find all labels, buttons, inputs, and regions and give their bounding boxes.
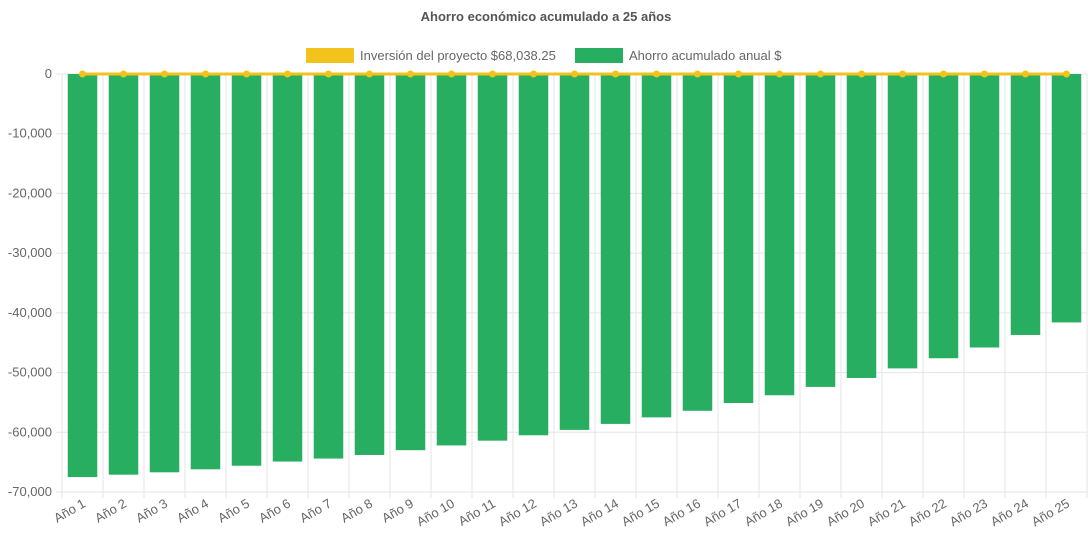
- line-point[interactable]: [899, 70, 906, 78]
- x-tick-label: Año 1: [51, 496, 88, 526]
- line-point[interactable]: [284, 70, 291, 78]
- bar[interactable]: [805, 74, 836, 387]
- bar[interactable]: [313, 74, 344, 459]
- line-point[interactable]: [940, 70, 947, 78]
- y-tick-label: -70,000: [8, 484, 52, 499]
- x-tick-label: Año 4: [174, 496, 211, 526]
- bar[interactable]: [559, 74, 590, 430]
- bar[interactable]: [928, 74, 959, 359]
- x-tick-label: Año 6: [256, 496, 293, 526]
- line-point[interactable]: [530, 70, 537, 78]
- line-point[interactable]: [120, 70, 127, 78]
- bar[interactable]: [395, 74, 426, 451]
- bar[interactable]: [723, 74, 754, 404]
- line-point[interactable]: [694, 70, 701, 78]
- bar[interactable]: [108, 74, 139, 475]
- line-point[interactable]: [325, 70, 332, 78]
- line-point[interactable]: [202, 70, 209, 78]
- bar[interactable]: [764, 74, 795, 396]
- line-point[interactable]: [366, 70, 373, 78]
- bar[interactable]: [436, 74, 467, 446]
- bar[interactable]: [354, 74, 385, 455]
- x-tick-label: Año 25: [1029, 496, 1072, 530]
- legend-label[interactable]: Ahorro acumulado anual $: [629, 48, 782, 63]
- x-tick-label: Año 24: [988, 496, 1031, 530]
- bar[interactable]: [1010, 74, 1041, 335]
- x-tick-label: Año 14: [578, 496, 621, 530]
- bar[interactable]: [149, 74, 180, 473]
- x-tick-label: Año 8: [338, 496, 375, 526]
- x-tick-label: Año 12: [496, 496, 539, 530]
- bar[interactable]: [67, 74, 98, 478]
- bar[interactable]: [477, 74, 508, 441]
- bar[interactable]: [272, 74, 303, 462]
- line-point[interactable]: [448, 70, 455, 78]
- line-point[interactable]: [776, 70, 783, 78]
- x-tick-label: Año 3: [133, 496, 170, 526]
- bar[interactable]: [887, 74, 918, 369]
- legend-swatch[interactable]: [575, 48, 623, 63]
- line-point[interactable]: [981, 70, 988, 78]
- x-tick-label: Año 22: [906, 496, 949, 530]
- legend-label[interactable]: Inversión del proyecto $68,038.25: [360, 48, 556, 63]
- line-point[interactable]: [1022, 70, 1029, 78]
- bar[interactable]: [969, 74, 1000, 348]
- line-point[interactable]: [407, 70, 414, 78]
- y-tick-label: -50,000: [8, 365, 52, 380]
- y-tick-label: -20,000: [8, 185, 52, 200]
- line-point[interactable]: [653, 70, 660, 78]
- x-tick-label: Año 7: [297, 496, 334, 526]
- line-point[interactable]: [489, 70, 496, 78]
- y-tick-label: -10,000: [8, 126, 52, 141]
- x-tick-label: Año 9: [379, 496, 416, 526]
- legend-swatch[interactable]: [306, 48, 354, 63]
- x-tick-label: Año 16: [660, 496, 703, 530]
- x-tick-label: Año 10: [414, 496, 457, 530]
- bar[interactable]: [682, 74, 713, 411]
- x-tick-label: Año 17: [701, 496, 744, 530]
- x-tick-label: Año 2: [92, 496, 129, 526]
- bar[interactable]: [846, 74, 877, 378]
- x-tick-label: Año 15: [619, 496, 662, 530]
- bar[interactable]: [518, 74, 549, 436]
- x-tick-label: Año 11: [456, 496, 498, 529]
- x-tick-label: Año 19: [783, 496, 826, 530]
- line-point[interactable]: [612, 70, 619, 78]
- line-point[interactable]: [817, 70, 824, 78]
- line-point[interactable]: [243, 70, 250, 78]
- chart-title: Ahorro económico acumulado a 25 años: [420, 9, 672, 24]
- line-point[interactable]: [858, 70, 865, 78]
- line-point[interactable]: [79, 70, 86, 78]
- line-point[interactable]: [735, 70, 742, 78]
- bar[interactable]: [1051, 74, 1082, 323]
- bar[interactable]: [600, 74, 631, 424]
- x-tick-label: Año 18: [742, 496, 785, 530]
- x-tick-label: Año 20: [824, 496, 867, 530]
- line-point[interactable]: [571, 70, 578, 78]
- y-tick-label: -30,000: [8, 245, 52, 260]
- bar[interactable]: [641, 74, 672, 418]
- x-tick-label: Año 21: [865, 496, 908, 530]
- y-tick-label: 0: [45, 66, 52, 81]
- line-point[interactable]: [1063, 70, 1070, 78]
- bar[interactable]: [190, 74, 221, 470]
- y-tick-label: -40,000: [8, 305, 52, 320]
- line-point[interactable]: [161, 70, 168, 78]
- y-tick-label: -60,000: [8, 424, 52, 439]
- x-tick-label: Año 13: [537, 496, 580, 530]
- x-tick-label: Año 5: [215, 496, 252, 526]
- x-tick-label: Año 23: [947, 496, 990, 530]
- bar[interactable]: [231, 74, 262, 466]
